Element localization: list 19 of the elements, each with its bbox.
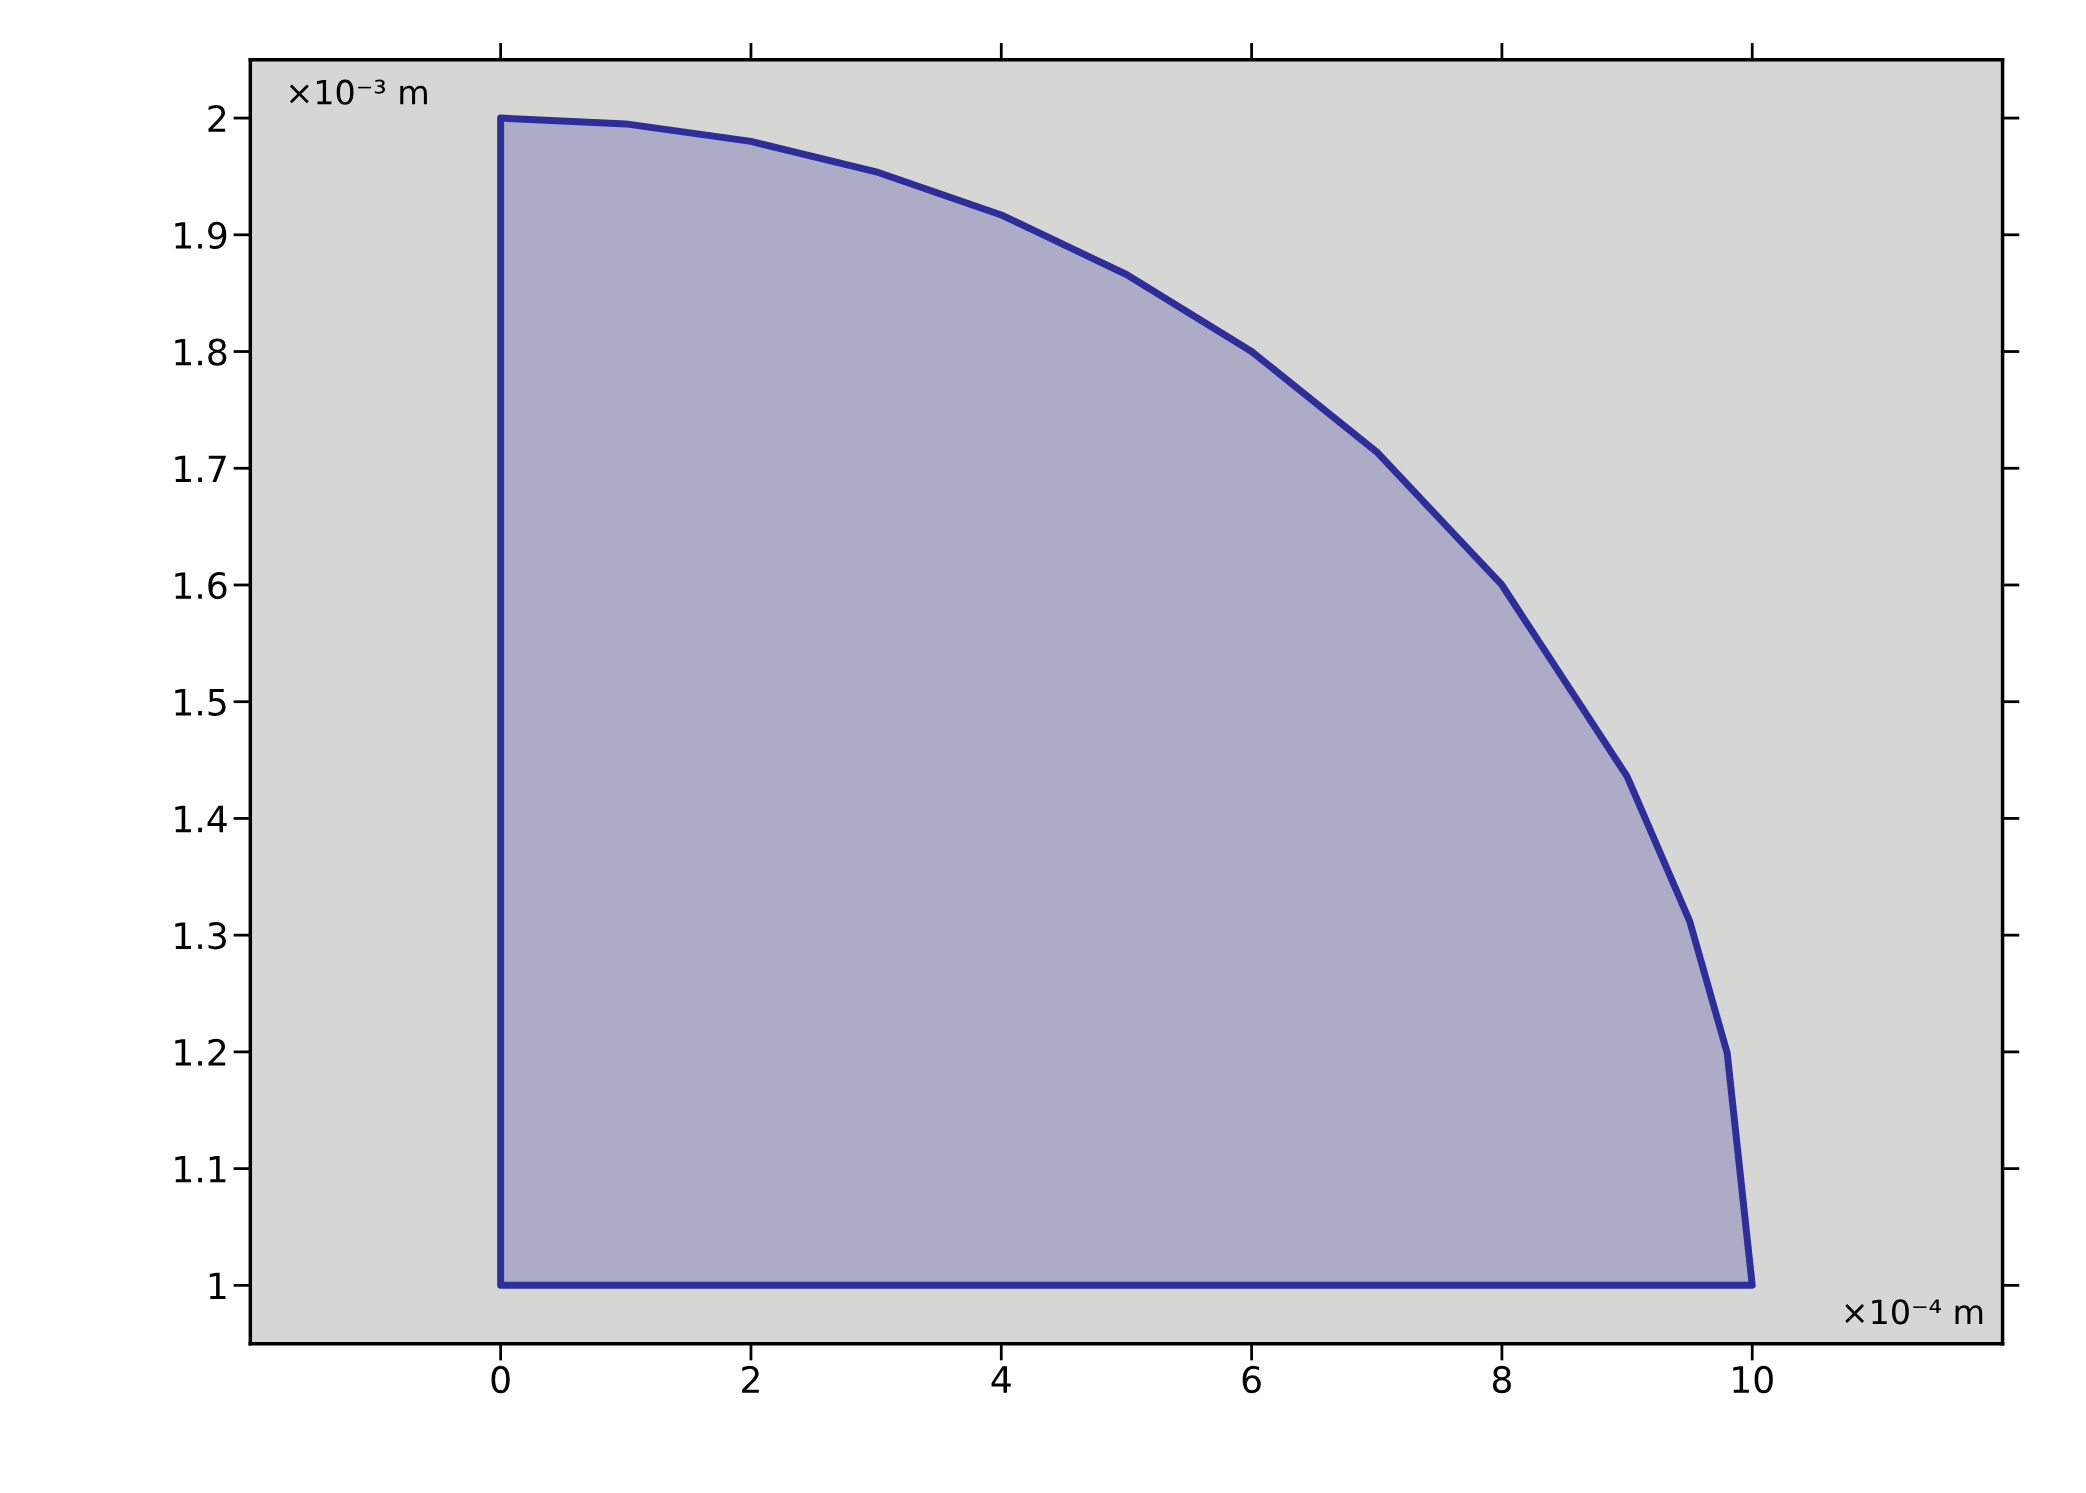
x-tick-label: 4 xyxy=(991,1366,1011,1393)
x-tick-label: 2 xyxy=(742,1365,759,1393)
x-axis-title: ×10⁻⁴ m xyxy=(1845,1299,1983,1325)
y-tick-label: 1.4 xyxy=(175,805,227,833)
y-tick-label: 1.9 xyxy=(175,221,227,250)
x-tick-label: 8 xyxy=(1492,1365,1511,1394)
y-tick-label: 1.2 xyxy=(175,1038,226,1066)
y-tick-label: 1.6 xyxy=(175,571,227,600)
x-tick-label: 0 xyxy=(491,1365,510,1394)
x-tick-label: 10 xyxy=(1733,1365,1773,1394)
y-axis-title: ×10⁻³ m xyxy=(289,79,427,105)
y-tick-label: 1.3 xyxy=(175,922,226,950)
x-tick-label: 6 xyxy=(1242,1365,1261,1394)
y-tick-label: 1.1 xyxy=(175,1156,226,1183)
y-tick-label: 1.5 xyxy=(175,689,226,716)
y-tick-label: 1.7 xyxy=(175,455,226,482)
y-tick-label: 2 xyxy=(208,105,226,132)
y-tick-label: 1 xyxy=(209,1272,226,1300)
y-tick-label: 1.8 xyxy=(175,338,227,366)
